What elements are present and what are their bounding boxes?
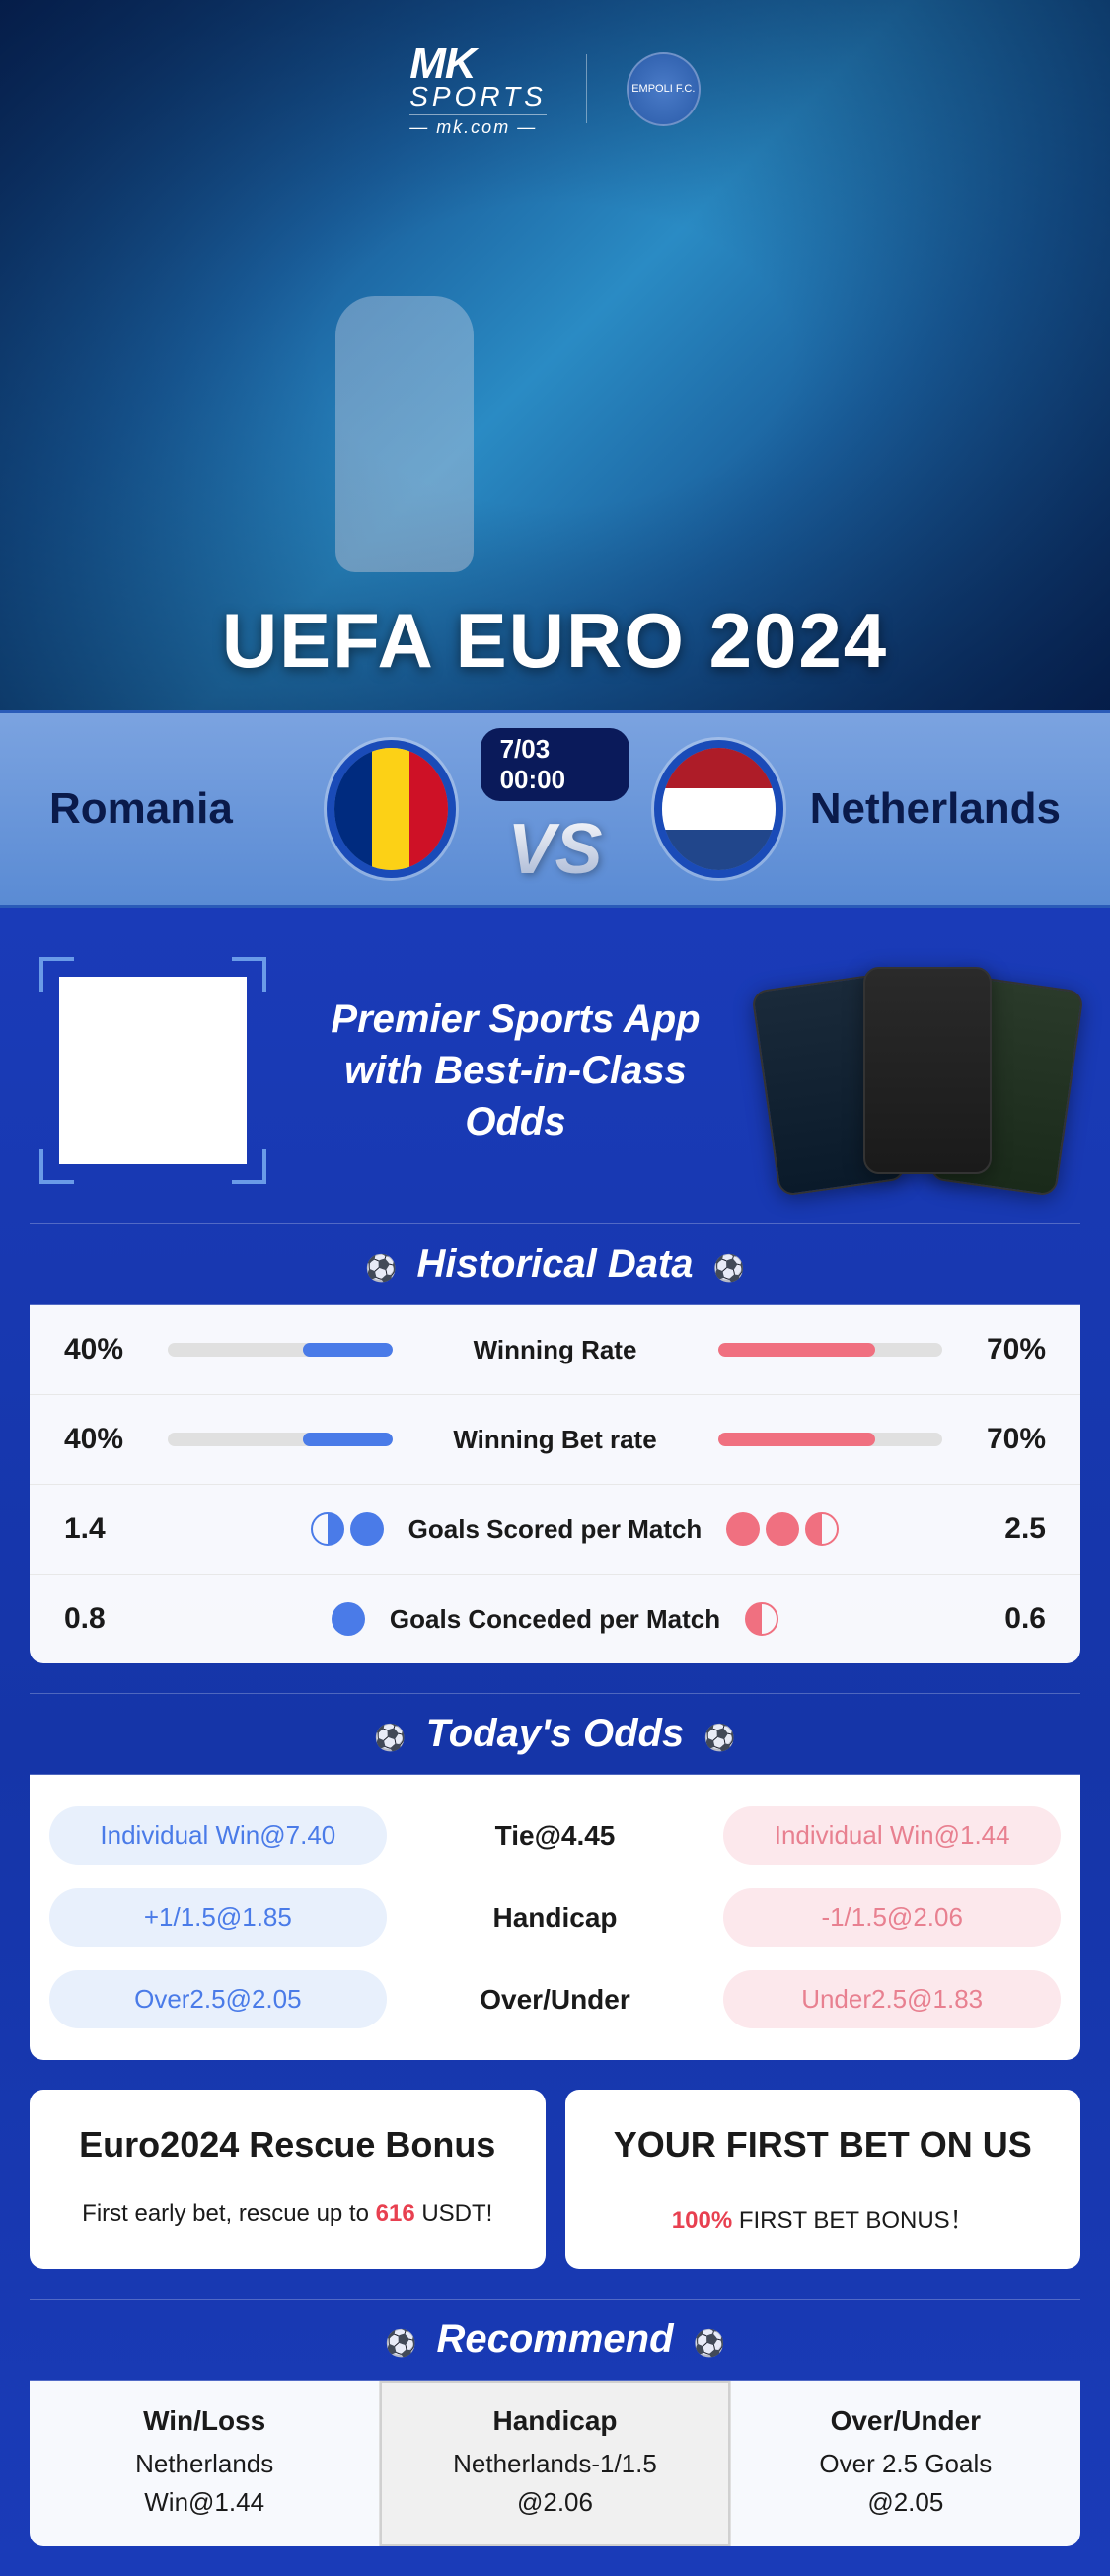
stat-row: 40% Winning Rate 70% [30,1305,1080,1395]
odds-center-label: Tie@4.45 [407,1820,704,1852]
recommend-title: Win/Loss [44,2405,364,2437]
stat-row: 1.4 Goals Scored per Match 2.5 [30,1485,1080,1575]
recommend-column[interactable]: Win/Loss NetherlandsWin@1.44 [30,2381,380,2546]
trophy-graphic [335,296,474,572]
stat-value-right: 0.6 [967,1602,1046,1636]
logo-divider [586,54,587,123]
odds-pill-right[interactable]: Under2.5@1.83 [723,1970,1061,2028]
promo-section: Premier Sports App with Best-in-Class Od… [30,937,1080,1223]
team-a-flag [327,740,456,878]
stat-value-right: 70% [967,1333,1046,1366]
phone-mockups [765,962,1071,1179]
match-center: 7/03 00:00 VS [327,728,783,890]
historical-panel: 40% Winning Rate 70% 40% Winning Bet rate 70%… [30,1305,1080,1663]
odds-row: Individual Win@7.40 Tie@4.45 Individual Wi… [49,1795,1061,1877]
team-a-name: Romania [49,784,327,834]
brand-logo: MKSPORTS — mk.com — [409,39,547,138]
recommend-title: Handicap [395,2405,714,2437]
odds-pill-left[interactable]: Over2.5@2.05 [49,1970,387,2028]
stat-row: 0.8 Goals Conceded per Match 0.6 [30,1575,1080,1663]
stat-row: 40% Winning Bet rate 70% [30,1395,1080,1485]
odds-panel: Individual Win@7.40 Tie@4.45 Individual Wi… [30,1775,1080,2060]
promo-text: Premier Sports App with Best-in-Class Od… [306,994,725,1147]
stat-bar-left [168,1433,393,1446]
ball-icons-right [726,1512,942,1546]
recommend-section: Recommend Win/Loss NetherlandsWin@1.44 Han… [30,2299,1080,2546]
qr-code [59,977,247,1164]
ball-icon [745,1602,778,1636]
ball-icon [766,1512,799,1546]
odds-row: Over2.5@2.05 Over/Under Under2.5@1.83 [49,1958,1061,2040]
recommend-column[interactable]: Handicap Netherlands-1/1.5@2.06 [380,2381,730,2546]
historical-header: Historical Data [30,1223,1080,1305]
bonus-description: First early bet, rescue up to 616 USDT! [59,2200,516,2228]
vs-block: 7/03 00:00 VS [481,728,630,890]
vs-text: VS [507,809,602,890]
stat-value-right: 2.5 [967,1512,1046,1546]
bonus-card[interactable]: Euro2024 Rescue Bonus First early bet, re… [30,2090,546,2269]
stat-label: Goals Scored per Match [408,1514,703,1545]
odds-header: Today's Odds [30,1693,1080,1775]
stat-value-right: 70% [967,1423,1046,1456]
ball-icon [332,1602,365,1636]
match-banner: Romania 7/03 00:00 VS Netherlands [0,710,1110,908]
recommend-odds: @2.05 [746,2483,1066,2522]
odds-center-label: Handicap [407,1902,704,1934]
recommend-odds: Win@1.44 [44,2483,364,2522]
qr-code-frame[interactable] [39,957,266,1184]
recommend-title: Over/Under [746,2405,1066,2437]
match-datetime: 7/03 00:00 [481,728,630,801]
odds-pill-right[interactable]: Individual Win@1.44 [723,1806,1061,1865]
bonus-cards: Euro2024 Rescue Bonus First early bet, re… [30,2090,1080,2269]
ball-icon [311,1512,344,1546]
recommend-pick: Netherlands-1/1.5 [395,2445,714,2483]
ball-icons-left [168,1512,384,1546]
recommend-panel: Win/Loss NetherlandsWin@1.44 Handicap Nethe… [30,2381,1080,2546]
stat-value-left: 40% [64,1333,143,1366]
stat-bar-right [718,1433,943,1446]
stat-label: Winning Bet rate [417,1425,694,1455]
brand-domain: — mk.com — [409,114,547,138]
ball-icon [805,1512,839,1546]
promo-line1: Premier Sports App [306,994,725,1045]
main-content: Premier Sports App with Best-in-Class Od… [0,908,1110,2576]
brand-line: SPORTS [409,81,547,112]
bonus-description: 100% FIRST BET BONUS！ [595,2200,1052,2235]
recommend-odds: @2.06 [395,2483,714,2522]
team-b-name: Netherlands [783,784,1061,834]
bonus-card[interactable]: YOUR FIRST BET ON US 100% FIRST BET BONUS… [565,2090,1081,2269]
bonus-title: Euro2024 Rescue Bonus [59,2124,516,2166]
stat-bar-left [168,1343,393,1357]
recommend-column[interactable]: Over/Under Over 2.5 Goals@2.05 [731,2381,1080,2546]
stat-value-left: 40% [64,1423,143,1456]
ball-icon [726,1512,760,1546]
odds-row: +1/1.5@1.85 Handicap -1/1.5@2.06 [49,1877,1061,1958]
odds-center-label: Over/Under [407,1984,704,2016]
stat-label: Winning Rate [417,1335,694,1365]
stat-bar-right [718,1343,943,1357]
recommend-pick: Netherlands [44,2445,364,2483]
odds-pill-left[interactable]: Individual Win@7.40 [49,1806,387,1865]
stat-label: Goals Conceded per Match [390,1604,720,1635]
hero-banner: MKSPORTS — mk.com — EMPOLI F.C. UEFA EUR… [0,0,1110,710]
team-b-flag [654,740,783,878]
stat-value-left: 1.4 [64,1512,143,1546]
phone-mockup [863,967,992,1174]
odds-pill-right[interactable]: -1/1.5@2.06 [723,1888,1061,1947]
promo-line2: with Best-in-Class Odds [306,1045,725,1147]
ball-icons-right [745,1602,942,1636]
ball-icons-left [168,1602,365,1636]
stat-value-left: 0.8 [64,1602,143,1636]
logo-row: MKSPORTS — mk.com — EMPOLI F.C. [409,39,701,138]
ball-icon [350,1512,384,1546]
hero-title: UEFA EURO 2024 [0,596,1110,686]
club-badge: EMPOLI F.C. [627,52,701,126]
recommend-pick: Over 2.5 Goals [746,2445,1066,2483]
recommend-header: Recommend [30,2299,1080,2381]
odds-pill-left[interactable]: +1/1.5@1.85 [49,1888,387,1947]
bonus-title: YOUR FIRST BET ON US [595,2124,1052,2166]
